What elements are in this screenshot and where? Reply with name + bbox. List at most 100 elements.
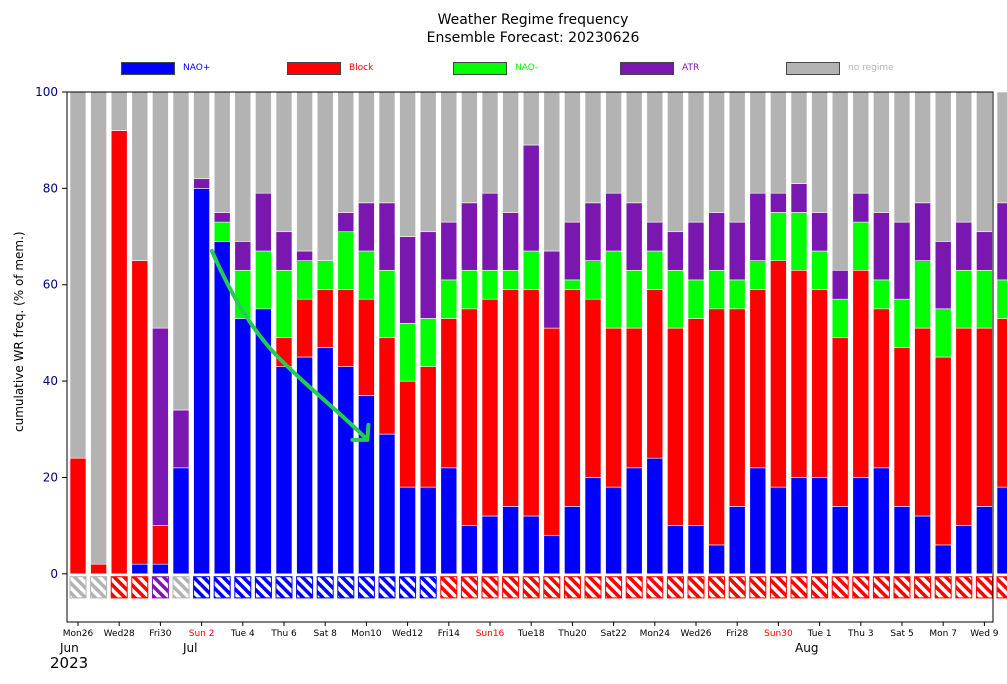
bar-atr-day-35 [790,183,808,213]
x-tick-label-6: Sun 2 [189,629,215,639]
legend-swatch-nao-minus [453,62,507,75]
bar-block-day-40 [893,347,911,507]
bar-no-regime-day-35 [790,91,808,184]
bar-atr-day-26 [605,192,622,252]
bar-block-day-29 [667,327,684,526]
bar-nao-day-45 [996,279,1007,319]
bar-atr-day-14 [358,202,375,252]
bar-block-day-34 [770,260,787,488]
bar-block-day-14 [358,298,375,396]
bar-nao-day-14 [358,250,375,300]
bar-block-day-20 [481,298,499,517]
month-label-aug: Aug [795,641,819,655]
bar-nao-plus-day-32 [728,506,746,575]
analysis-box-day-13 [337,576,355,599]
bar-atr-day-22 [522,144,540,252]
bar-nao-day-25 [584,260,602,300]
bar-block-day-4 [152,525,169,565]
legend: NAO+ Block NAO- ATR no regime [0,61,1007,81]
x-tick-label-0: Mon26 [63,629,94,639]
legend-label-block: Block [349,63,374,73]
bar-atr-day-19 [461,202,478,271]
bar-block-day-18 [440,318,458,469]
bar-no-regime-day-17 [419,91,437,233]
bar-no-regime-day-18 [440,91,458,223]
bar-block-day-33 [749,289,767,469]
legend-swatch-no-regime [786,62,840,75]
bar-nao-day-37 [831,298,849,339]
bar-atr-day-23 [543,250,561,329]
bar-no-regime-day-27 [625,91,643,204]
analysis-box-day-32 [728,576,746,599]
bar-atr-day-39 [873,212,890,281]
x-tick-label-26: Sat22 [600,629,626,639]
bar-no-regime-day-39 [873,91,890,213]
bar-nao-plus-day-41 [914,515,931,575]
month-label-jul: Jul [183,641,198,655]
bar-nao-day-33 [749,260,767,290]
bar-nao-day-32 [728,279,746,310]
bar-atr-day-40 [893,221,911,300]
bar-block-day-17 [419,366,437,488]
bar-atr-day-13 [337,212,355,233]
bar-no-regime-day-10 [275,91,293,233]
y-tick-label-40: 40 [43,374,58,388]
analysis-box-day-7 [213,576,231,599]
bars-layer [69,91,1007,575]
bar-nao-plus-day-13 [337,366,355,575]
bar-atr-day-11 [296,250,313,261]
legend-label-nao-minus: NAO- [515,63,539,73]
bar-block-day-44 [976,327,993,507]
bar-nao-day-17 [419,318,437,367]
bar-no-regime-day-38 [852,91,870,194]
bar-block-day-26 [605,327,622,488]
bar-nao-plus-day-37 [831,506,849,575]
bar-nao-plus-day-29 [667,525,684,575]
plot-frame [66,91,994,623]
bar-no-regime-day-3 [131,91,149,261]
bar-nao-day-40 [893,298,911,348]
bar-block-day-36 [811,289,828,478]
x-tick-label-32: Fri28 [726,629,748,639]
analysis-box-day-43 [955,576,973,599]
bar-nao-plus-day-18 [440,467,458,575]
bar-nao-plus-day-22 [522,515,540,575]
annotation-arrow [209,249,371,442]
bar-atr-day-45 [996,202,1007,281]
bar-nao-plus-day-19 [461,525,478,575]
x-tick-label-18: Fri14 [438,629,460,639]
bar-atr-day-41 [914,202,931,261]
bar-no-regime-day-40 [893,91,911,223]
bar-block-day-37 [831,337,849,507]
x-tick-label-14: Mon10 [351,629,382,639]
bar-no-regime-day-26 [605,91,622,194]
axes: 0 20 40 60 80 100 Mon26 Wed28 Fri30 Sun 2 Tue 4 Thu… [35,85,999,639]
analysis-box-day-26 [605,576,623,599]
bar-nao-day-44 [976,269,993,329]
bar-atr-day-25 [584,202,602,261]
bar-nao-day-34 [770,212,787,261]
bar-block-day-25 [584,298,602,478]
x-tick-label-28: Mon24 [640,629,671,639]
analysis-box-day-12 [316,576,334,599]
bar-no-regime-day-37 [831,91,849,271]
bar-atr-day-10 [275,231,293,271]
bar-block-day-35 [790,269,808,478]
bar-nao-plus-day-34 [770,486,787,575]
analysis-box-day-41 [914,576,932,599]
x-tick-label-36: Tue 1 [807,629,832,639]
bar-nao-day-26 [605,250,622,329]
bar-no-regime-day-24 [564,91,581,223]
bar-nao-day-27 [625,269,643,329]
legend-swatch-block [287,62,341,75]
bar-no-regime-day-36 [811,91,828,213]
bar-nao-day-31 [708,269,725,310]
legend-swatch-nao-plus [121,62,175,75]
bar-nao-plus-day-38 [852,477,870,575]
bar-no-regime-day-13 [337,91,355,213]
bar-nao-plus-day-28 [646,457,664,575]
bar-block-day-28 [646,289,664,459]
bar-no-regime-day-5 [172,91,190,411]
bar-nao-day-29 [667,269,684,329]
